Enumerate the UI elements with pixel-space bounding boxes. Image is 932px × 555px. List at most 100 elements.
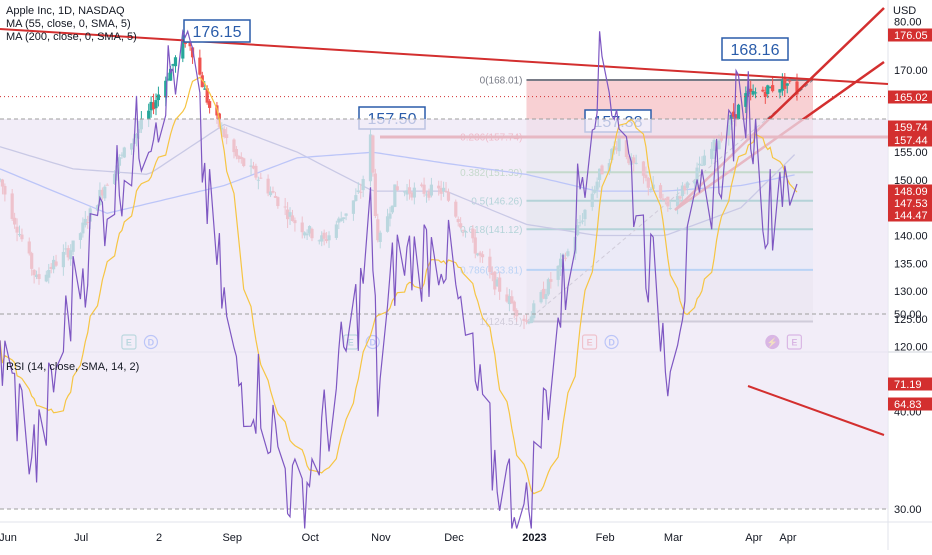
candle-body xyxy=(164,80,168,98)
callout-text: 176.15 xyxy=(193,24,242,41)
price-axis-tick: 130.00 xyxy=(894,286,928,298)
candle xyxy=(154,93,158,116)
price-tag: 176.05 xyxy=(888,28,932,42)
candle-body xyxy=(190,47,195,58)
price-tag-text: 170.00 xyxy=(894,65,928,77)
price-tag: 144.47 xyxy=(888,208,932,222)
candle-body xyxy=(749,88,753,92)
time-axis-tick: Jun xyxy=(0,532,17,544)
price-callout: 168.16 xyxy=(721,37,789,61)
price-tag: 170.00 xyxy=(894,65,928,77)
candle xyxy=(151,93,156,115)
candle-body xyxy=(151,102,156,110)
time-axis-tick: Apr xyxy=(779,532,796,544)
candle-body xyxy=(766,85,770,94)
candle xyxy=(149,96,153,118)
ma200-legend[interactable]: MA (200, close, 0, SMA, 5) xyxy=(6,31,137,43)
price-tag-bg xyxy=(888,28,932,42)
ma55-legend[interactable]: MA (55, close, 0, SMA, 5) xyxy=(6,18,131,30)
price-callout: 176.15 xyxy=(183,19,251,43)
candle xyxy=(753,87,758,99)
candle-body xyxy=(732,111,736,117)
rsi-tag: 71.19 xyxy=(888,377,932,391)
candle-body xyxy=(147,110,151,119)
candle xyxy=(208,99,212,114)
candle-body xyxy=(744,93,748,107)
price-axis-tick: 150.00 xyxy=(894,175,928,187)
time-axis-tick: Mar xyxy=(664,532,683,544)
candle-body xyxy=(783,77,787,89)
callout-box xyxy=(721,37,789,61)
price-tag-bg xyxy=(888,120,932,134)
symbol-title: Apple Inc, 1D, NASDAQ xyxy=(6,5,125,17)
price-tag-bg xyxy=(888,133,932,147)
candle-body xyxy=(198,57,202,75)
candle-body xyxy=(171,64,175,66)
price-axis-tick: 155.00 xyxy=(894,147,928,159)
price-tag: 157.44 xyxy=(888,133,932,147)
price-axis-tick: 125.00 xyxy=(894,314,928,326)
time-axis-tick: Oct xyxy=(302,532,319,544)
rsi-legend[interactable]: RSI (14, close, SMA, 14, 2) xyxy=(6,361,140,373)
candle xyxy=(766,84,770,99)
candle-body xyxy=(780,80,784,91)
candle-body xyxy=(761,89,765,92)
rsi-tag-text: 71.19 xyxy=(894,379,922,391)
time-axis-tick: 2023 xyxy=(522,532,546,544)
candle-body xyxy=(149,101,153,111)
candle-body xyxy=(203,88,207,90)
candle xyxy=(771,76,775,93)
time-axis-tick: 2 xyxy=(156,532,162,544)
candle-body xyxy=(746,90,750,95)
price-tag-text: 165.02 xyxy=(894,92,928,104)
time-axis-tick: Jul xyxy=(74,532,88,544)
candle xyxy=(763,86,767,104)
candle-body xyxy=(208,101,212,108)
rsi-tag: 64.83 xyxy=(888,397,932,411)
candle xyxy=(788,79,792,84)
rsi-tag-bg xyxy=(888,397,932,411)
price-tag-bg xyxy=(888,184,932,198)
currency-label: USD xyxy=(893,5,917,17)
candle-body xyxy=(154,100,158,109)
candle-body xyxy=(753,92,758,94)
price-tag-text: 176.05 xyxy=(894,30,928,42)
rsi-tag-bg xyxy=(888,377,932,391)
candle-body xyxy=(173,57,178,67)
rsi-trendline xyxy=(747,385,885,436)
price-tag-text: 157.44 xyxy=(894,135,928,147)
price-tag: 147.53 xyxy=(888,196,932,210)
candle-body xyxy=(205,88,209,103)
candle-body xyxy=(734,114,738,119)
candle xyxy=(156,86,161,107)
time-axis-tick: Dec xyxy=(444,532,464,544)
time-axis-tick: Apr xyxy=(745,532,762,544)
price-tag-text: 144.47 xyxy=(894,210,928,222)
candle-body xyxy=(156,94,161,101)
time-axis-tick: Feb xyxy=(596,532,615,544)
callout-box xyxy=(183,19,251,43)
price-tag-bg xyxy=(888,90,932,104)
price-axis-tick: 135.00 xyxy=(894,258,928,270)
candle-body xyxy=(763,92,767,97)
candle xyxy=(736,103,741,120)
candle-body xyxy=(768,87,772,89)
price-axis-tick: 120.00 xyxy=(894,342,928,354)
candle-body xyxy=(785,83,789,86)
time-axis-tick: Nov xyxy=(371,532,391,544)
price-tag-bg xyxy=(888,196,932,210)
price-axis-tick: 140.00 xyxy=(894,231,928,243)
candle xyxy=(749,80,753,101)
candle-body xyxy=(788,80,792,82)
candle-body xyxy=(778,89,782,93)
price-tag-text: 159.74 xyxy=(894,122,928,134)
rsi-ma-line xyxy=(0,76,798,495)
resistance-trendline xyxy=(0,28,889,85)
price-tag: 165.02 xyxy=(888,90,932,104)
rsi-axis-tick: 80.00 xyxy=(894,17,922,29)
rsi-tag-text: 64.83 xyxy=(894,399,922,411)
rsi-axis-tick: 50.00 xyxy=(894,309,922,321)
rsi-line xyxy=(0,28,798,529)
